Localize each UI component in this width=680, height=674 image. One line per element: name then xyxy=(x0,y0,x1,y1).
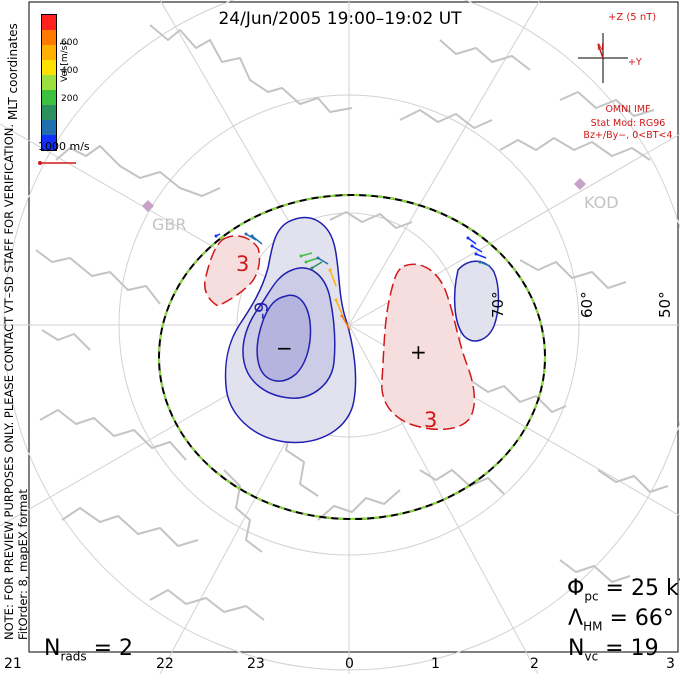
contour-label-dusk-positive: 3 xyxy=(236,252,250,276)
stat-radar-count: Nrads = 2 xyxy=(44,636,134,664)
colorbar-tick-200: 200 xyxy=(61,94,79,104)
station-label-kod: KOD xyxy=(584,193,619,212)
colorbar-segment xyxy=(41,120,57,135)
dusk-convection-cell xyxy=(224,216,357,444)
stat-hm-latitude: ΛHM = 66° xyxy=(568,606,674,634)
dusk-cell-inner xyxy=(256,294,312,382)
velocity-colorbar: 600 400 200 xyxy=(41,14,78,151)
stat-vector-count: Nvc = 19 xyxy=(568,636,659,664)
latitude-label-50: 50° xyxy=(656,291,674,318)
map-title: 24/Jun/2005 19:00–19:02 UT xyxy=(218,9,462,29)
reference-vector xyxy=(38,161,76,165)
colorbar-segment xyxy=(41,30,57,45)
stat-cross-polar-potential: Φpc = 25 kV xyxy=(567,576,680,604)
reference-vector-label: 1000 m/s xyxy=(38,140,90,153)
coastlines xyxy=(35,24,669,621)
latitude-label-70: 70° xyxy=(489,291,507,318)
imf-z-label: +Z (5 nT) xyxy=(608,12,657,23)
imf-north-marker: N xyxy=(597,43,604,53)
station-marker-kod xyxy=(574,178,586,190)
colorbar-segments xyxy=(41,14,57,151)
colorbar-tick-600: 600 xyxy=(61,38,79,48)
mlt-label-3: 3 xyxy=(666,656,675,672)
station-label-gbr: GBR xyxy=(152,215,187,234)
stat-model: Stat Mod: RG96 xyxy=(590,118,666,129)
latitude-label-60: 60° xyxy=(578,291,596,318)
colorbar-label: Vel [m/s] xyxy=(60,42,70,82)
coordinates-label: MLT coordinates xyxy=(6,23,20,120)
mlt-label-22: 22 xyxy=(156,656,174,672)
colorbar-segment xyxy=(41,90,57,105)
colorbar-segment xyxy=(41,105,57,120)
contour-label-dusk-negative: -9 xyxy=(251,301,273,320)
mlt-label-0: 0 xyxy=(345,656,354,672)
imf-clock-dial xyxy=(578,33,628,83)
colorbar-segment xyxy=(41,60,57,75)
colorbar-tick-400: 400 xyxy=(61,66,79,76)
mlt-label-1: 1 xyxy=(431,656,440,672)
colorbar-segment xyxy=(41,135,57,150)
potential-maximum-marker: + xyxy=(410,340,427,364)
colorbar-segment xyxy=(41,75,57,90)
imf-source: OMNI IMF xyxy=(605,104,651,115)
colorbar-segment xyxy=(41,15,57,30)
colorbar-segment xyxy=(41,45,57,60)
dusk-positive-cell xyxy=(204,235,261,307)
mlt-label-23: 23 xyxy=(247,656,265,672)
mlt-label-2: 2 xyxy=(530,656,539,672)
station-marker-gbr xyxy=(142,200,154,212)
heppner-maynard-boundary-dashes xyxy=(158,194,546,520)
potential-minimum-marker: − xyxy=(276,336,293,360)
mlt-label-21: 21 xyxy=(4,656,22,672)
stat-model-conditions: Bz+/By−, 0<BT<4 xyxy=(583,130,673,141)
fit-order-note: FitOrder: 8, mapEX format xyxy=(16,489,30,640)
contour-label-dawn-positive: 3 xyxy=(424,408,438,432)
dawn-positive-cell xyxy=(381,263,476,431)
imf-y-label: +Y xyxy=(628,57,642,68)
station-markers xyxy=(142,178,586,212)
plot-frame xyxy=(28,1,679,653)
preview-note: NOTE: FOR PREVIEW PURPOSES ONLY. PLEASE … xyxy=(2,123,16,640)
velocity-vectors xyxy=(214,232,491,331)
